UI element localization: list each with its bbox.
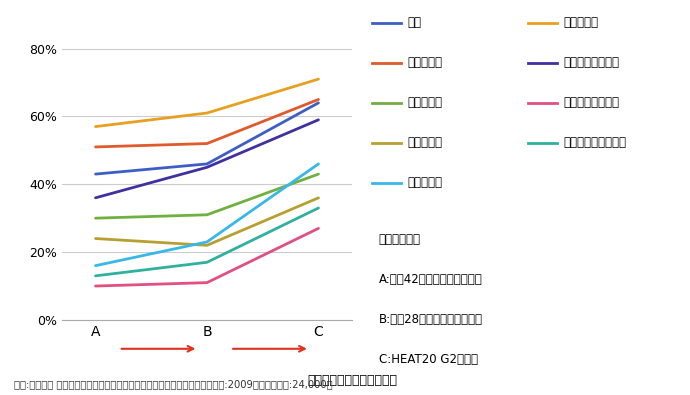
Text: 出典:近畟大学 岩前研究室　転居後の健康改善に関するアンケート　実施年度:2009年　調査対象:24,000人: 出典:近畟大学 岩前研究室 転居後の健康改善に関するアンケート 実施年度:200… bbox=[14, 379, 333, 389]
Text: 肌のかゆみ: 肌のかゆみ bbox=[408, 96, 443, 109]
Text: アトピー性皮膚炎: アトピー性皮膚炎 bbox=[564, 56, 620, 69]
Text: レベルの目安: レベルの目安 bbox=[379, 233, 421, 246]
Text: アレルギー性鼻炎: アレルギー性鼻炎 bbox=[564, 96, 620, 109]
Text: 気管支喘息: 気管支喘息 bbox=[564, 16, 598, 29]
Text: 転居後の住宅の断熱レベル: 転居後の住宅の断熱レベル bbox=[307, 374, 397, 387]
Text: 手足の冷え: 手足の冷え bbox=[408, 176, 443, 189]
Text: 目のかゆみ: 目のかゆみ bbox=[408, 136, 443, 149]
Text: B:平成28年省エネルギー基準: B:平成28年省エネルギー基準 bbox=[379, 313, 483, 326]
Text: のどの痛み: のどの痛み bbox=[408, 56, 443, 69]
Text: アレルギー性結膜炎: アレルギー性結膜炎 bbox=[564, 136, 627, 149]
Text: C:HEAT20 G2レベル: C:HEAT20 G2レベル bbox=[379, 353, 477, 366]
Text: A:平成42年省エネルギー基準: A:平成42年省エネルギー基準 bbox=[379, 273, 482, 286]
Text: せき: せき bbox=[408, 16, 422, 29]
